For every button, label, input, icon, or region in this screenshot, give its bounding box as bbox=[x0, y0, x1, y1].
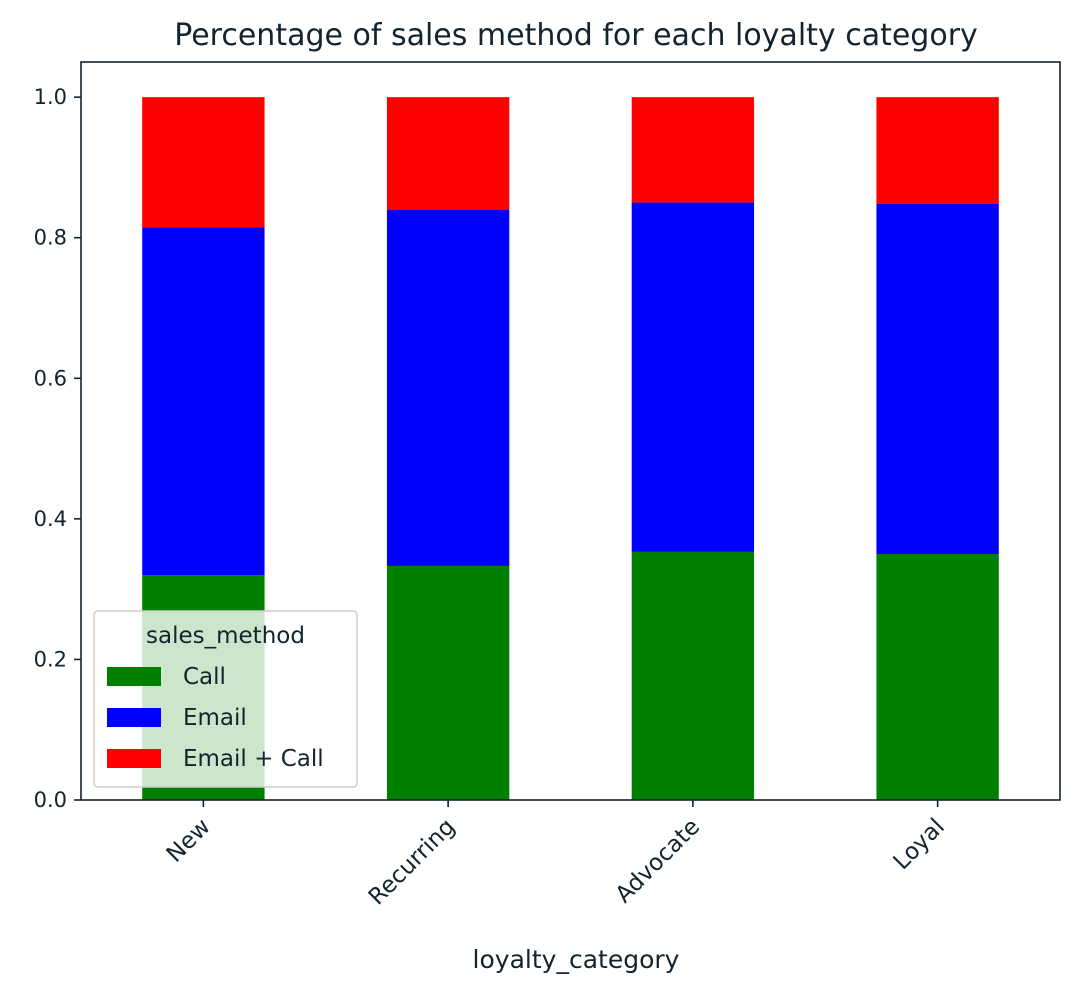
legend-swatch-0 bbox=[107, 667, 161, 686]
x-tick-label-recurring: Recurring bbox=[364, 814, 460, 910]
y-tick-label: 0.8 bbox=[34, 226, 67, 250]
legend-label-1: Email bbox=[183, 705, 247, 731]
bar-recurring-series-0 bbox=[386, 565, 510, 800]
y-tick-label: 1.0 bbox=[34, 85, 67, 109]
y-tick-label: 0.0 bbox=[34, 788, 67, 812]
y-tick-label: 0.4 bbox=[34, 507, 67, 531]
bar-advocate-series-1 bbox=[631, 202, 755, 552]
legend: sales_method Call Email Email + Call bbox=[93, 610, 358, 788]
plot-frame bbox=[80, 61, 1061, 801]
bar-advocate-series-0 bbox=[631, 551, 755, 800]
x-tick-label-new: New bbox=[162, 814, 216, 868]
bar-advocate-series-2 bbox=[631, 97, 755, 203]
y-tick-label: 0.6 bbox=[34, 366, 67, 390]
bar-loyal-series-2 bbox=[876, 97, 999, 204]
legend-swatch-2 bbox=[107, 749, 161, 768]
legend-label-2: Email + Call bbox=[183, 746, 324, 772]
bar-new-series-2 bbox=[142, 97, 265, 228]
legend-swatch-1 bbox=[107, 708, 161, 727]
y-axis: 0.0 0.2 0.4 0.6 0.8 1.0 bbox=[34, 85, 81, 812]
legend-label-0: Call bbox=[183, 664, 226, 690]
bar-loyal-series-0 bbox=[876, 554, 999, 800]
x-tick-label-loyal: Loyal bbox=[889, 814, 950, 875]
x-axis: New Recurring Advocate Loyal bbox=[162, 800, 950, 910]
bar-new-series-1 bbox=[142, 227, 265, 576]
y-tick-label: 0.2 bbox=[34, 647, 67, 671]
x-tick-label-advocate: Advocate bbox=[611, 814, 705, 908]
chart-title: Percentage of sales method for each loya… bbox=[174, 18, 978, 53]
bars-layer bbox=[142, 97, 999, 800]
legend-title: sales_method bbox=[146, 623, 305, 649]
x-axis-label: loyalty_category bbox=[473, 945, 680, 974]
legend-box bbox=[93, 610, 358, 788]
bar-recurring-series-2 bbox=[386, 97, 510, 210]
bar-recurring-series-1 bbox=[386, 209, 510, 566]
bar-loyal-series-1 bbox=[876, 203, 999, 554]
